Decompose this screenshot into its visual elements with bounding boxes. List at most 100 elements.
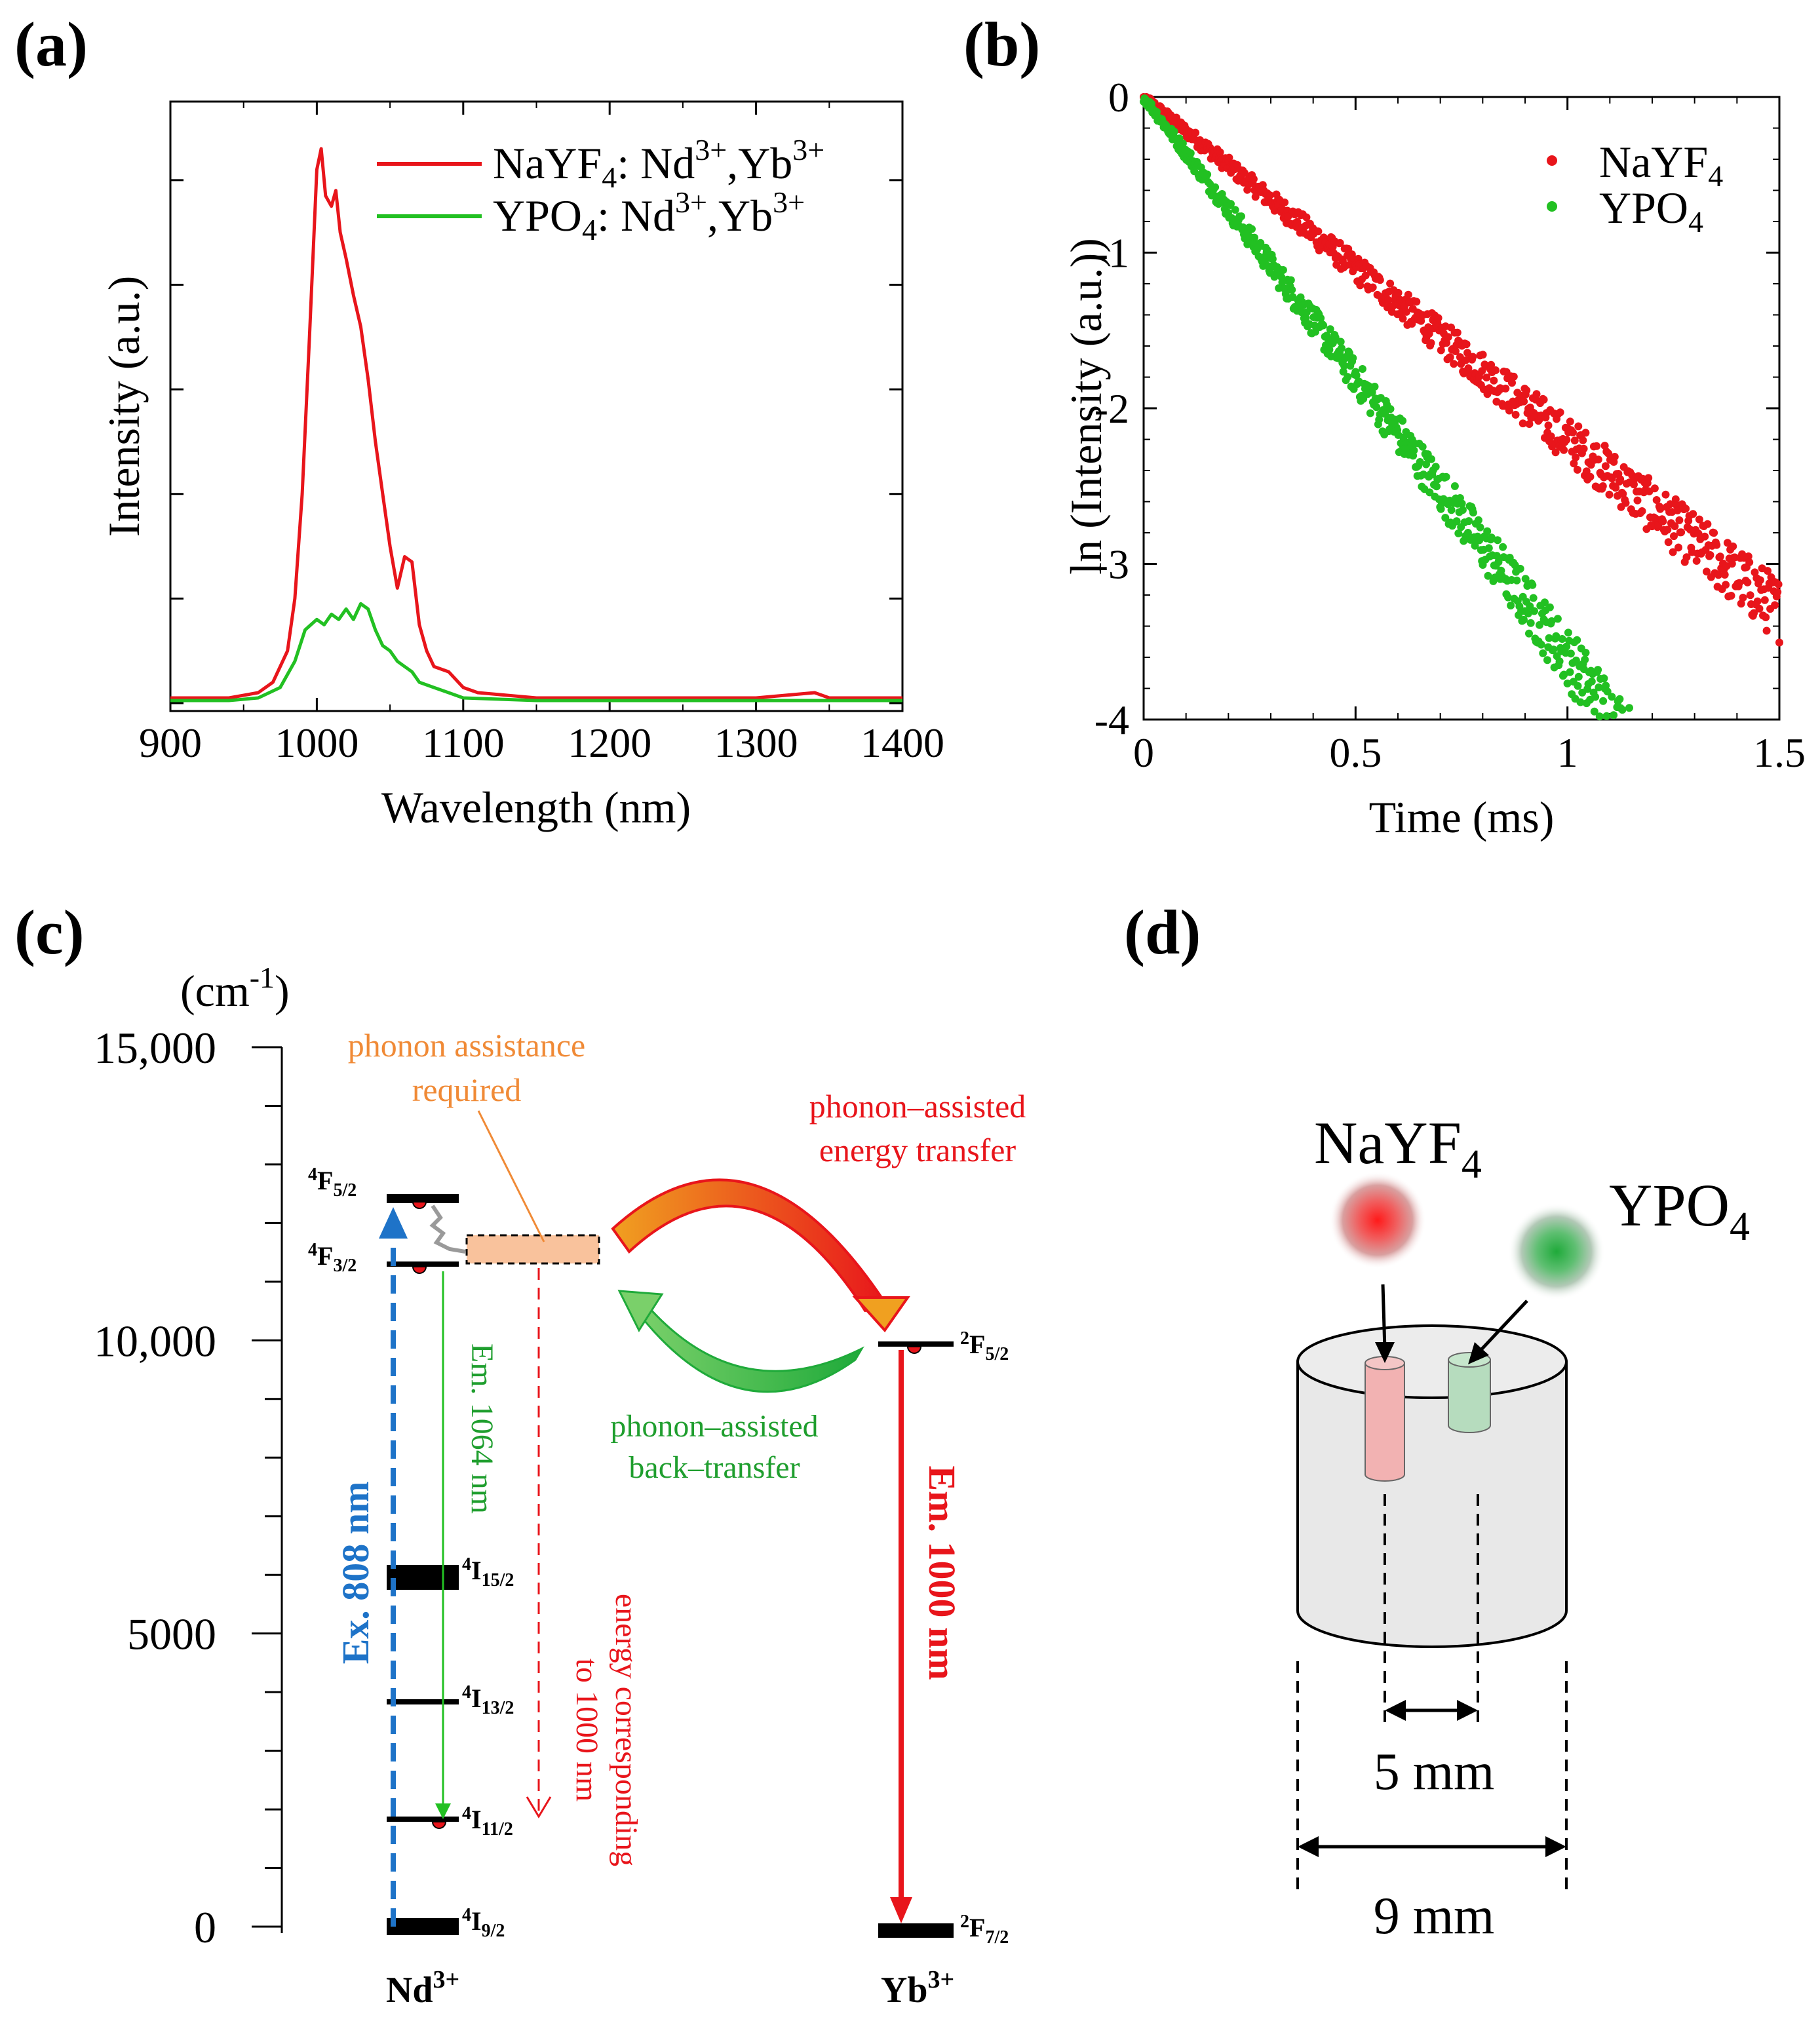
data-point — [1526, 619, 1535, 627]
data-point — [1325, 345, 1334, 354]
chart-a-xtick-label: 1000 — [275, 720, 358, 766]
em1000-label: Em. 1000 nm — [921, 1465, 963, 1680]
data-point — [1368, 283, 1377, 292]
chart-b-ytick-label: -3 — [1094, 541, 1129, 588]
data-point — [1610, 711, 1618, 720]
data-point — [1231, 206, 1239, 214]
data-point — [1268, 255, 1277, 263]
data-point — [1544, 421, 1553, 430]
data-point — [1336, 337, 1345, 346]
data-point — [1771, 601, 1779, 609]
panel-label-a: (a) — [14, 9, 88, 79]
data-point — [1652, 496, 1661, 504]
data-point — [1453, 328, 1462, 337]
data-point — [1760, 596, 1769, 604]
data-point — [1288, 286, 1296, 294]
data-point — [1587, 677, 1596, 685]
series-b-ypo4 — [1140, 94, 1633, 721]
data-point — [1543, 656, 1551, 664]
back-transfer-line2: back–transfer — [629, 1450, 800, 1485]
data-point — [1532, 390, 1541, 398]
label-4f52: 4F5/2 — [308, 1164, 357, 1201]
data-point — [1737, 600, 1745, 608]
data-point — [1483, 527, 1492, 535]
data-point — [1756, 576, 1764, 585]
data-point — [1450, 360, 1458, 368]
data-point — [1608, 693, 1616, 701]
chart-b-ytick-label: -2 — [1094, 385, 1129, 432]
data-point — [1669, 548, 1677, 556]
electron-4f32 — [412, 1266, 427, 1274]
data-point — [1178, 139, 1187, 147]
legend-label-nayf4: NaYF4: Nd3+,Yb3+ — [493, 133, 824, 194]
data-point — [1600, 674, 1608, 683]
data-point — [1349, 354, 1357, 362]
data-point — [1487, 360, 1496, 369]
data-point — [1673, 506, 1682, 514]
data-point — [1600, 442, 1609, 450]
electron-4i112 — [431, 1821, 447, 1829]
chart-c-ticks: 0 5000 10,000 15,000 — [94, 1023, 282, 1952]
data-point — [1153, 107, 1161, 116]
data-point — [1762, 626, 1771, 635]
data-point — [1601, 462, 1610, 471]
energy-corr-line2: to 1000 nm — [570, 1659, 604, 1802]
data-point — [1525, 629, 1533, 638]
data-point — [1509, 372, 1518, 381]
chart-b-xtick-label: 0 — [1133, 729, 1154, 776]
data-point — [1579, 436, 1587, 444]
chart-c-ytick-label: 5000 — [127, 1609, 216, 1659]
data-point — [1248, 225, 1256, 233]
data-point — [1452, 517, 1461, 526]
data-point — [1713, 541, 1721, 549]
data-point — [1520, 397, 1528, 406]
chart-b-ylabel: ln (Intensity (a.u.)) — [1061, 238, 1111, 575]
data-point — [1572, 656, 1580, 664]
data-point — [1458, 506, 1467, 514]
data-point — [1507, 602, 1515, 609]
data-point — [1528, 581, 1537, 589]
data-point — [1302, 308, 1311, 317]
data-point — [1656, 505, 1665, 513]
legend-label-b-ypo4: YPO4 — [1599, 183, 1703, 239]
chart-b-ticks: 0 0.5 1 1.5 0 -1 -2 -3 -4 — [1094, 74, 1806, 776]
data-point — [1706, 551, 1714, 559]
relaxation-squiggle — [429, 1204, 466, 1254]
chart-c: (cm-1) 0 5000 10,000 15,000 4F5/2 4F3/2 4I1… — [94, 961, 1026, 2011]
data-point — [1381, 410, 1389, 418]
data-point — [1675, 516, 1684, 524]
data-point — [1465, 517, 1473, 526]
data-point — [1773, 588, 1782, 596]
data-point — [1750, 609, 1758, 617]
data-point — [1442, 339, 1451, 347]
sample-label-ypo4: YPO4 — [1609, 1172, 1750, 1249]
data-point — [1644, 474, 1653, 482]
back-transfer-arrow — [637, 1306, 864, 1393]
data-point — [1227, 200, 1235, 208]
data-point — [1574, 682, 1582, 690]
data-point — [1692, 556, 1701, 565]
chart-c-yunit: (cm-1) — [180, 961, 290, 1016]
data-point — [1703, 568, 1711, 576]
data-point — [1394, 288, 1403, 297]
data-point — [1454, 529, 1463, 537]
level-nd-4i92 — [387, 1918, 459, 1935]
data-point — [1505, 406, 1513, 415]
dim-9mm-right — [1545, 1836, 1566, 1857]
data-point — [1386, 279, 1395, 288]
data-point — [1399, 315, 1407, 323]
label-4f32: 4F3/2 — [308, 1240, 357, 1276]
label-2f72: 2F7/2 — [960, 1912, 1009, 1948]
well-green — [1448, 1359, 1491, 1433]
pointer-red-head — [1375, 1342, 1395, 1363]
data-point — [1519, 419, 1527, 428]
data-point — [1241, 169, 1249, 177]
data-point — [1266, 191, 1274, 200]
data-point — [1569, 428, 1577, 436]
data-point — [1595, 712, 1604, 721]
data-point — [1602, 712, 1611, 720]
data-point — [1281, 198, 1289, 206]
data-point — [1603, 687, 1612, 696]
data-point — [1476, 523, 1484, 531]
excitation-label: Ex. 808 nm — [334, 1482, 377, 1665]
